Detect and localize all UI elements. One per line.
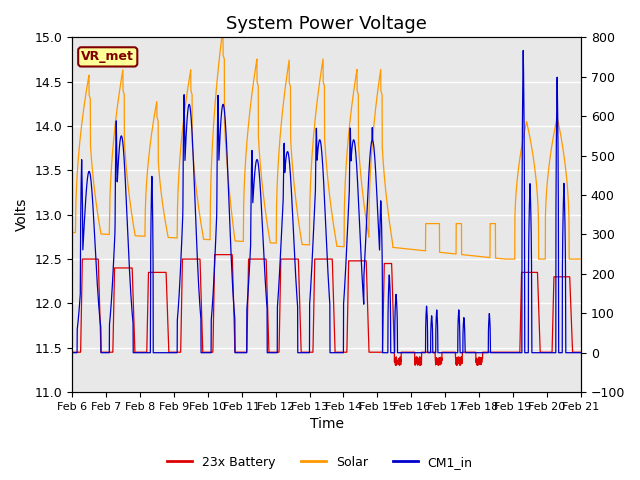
Y-axis label: Volts: Volts [15, 198, 29, 231]
Bar [72, 37, 581, 392]
Legend: 23x Battery, Solar, CM1_in: 23x Battery, Solar, CM1_in [163, 451, 477, 474]
Title: System Power Voltage: System Power Voltage [226, 15, 427, 33]
X-axis label: Time: Time [310, 418, 344, 432]
Text: VR_met: VR_met [81, 50, 134, 63]
